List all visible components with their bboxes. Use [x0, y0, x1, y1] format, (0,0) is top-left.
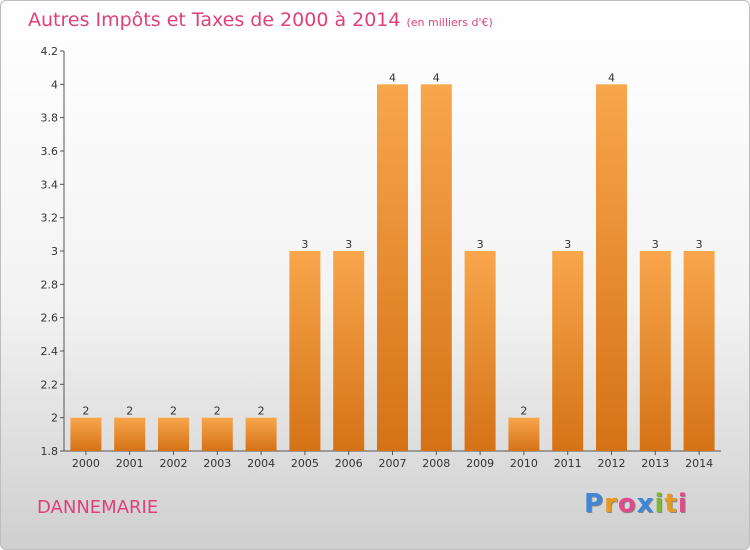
y-tick-label: 2.8 — [41, 278, 59, 291]
logo-letter: o — [617, 489, 637, 519]
data-labels: 2 2 2 2 2 3 3 4 4 3 2 3 4 3 3 — [82, 71, 702, 417]
bar — [639, 251, 671, 451]
data-label: 2 — [214, 405, 221, 418]
logo-letter: x — [636, 489, 655, 519]
bar — [201, 417, 233, 451]
y-tick-label: 2.6 — [41, 312, 59, 325]
data-label: 4 — [608, 71, 615, 84]
data-label: 3 — [652, 238, 659, 251]
data-label: 2 — [82, 405, 89, 418]
logo-letter: P — [584, 489, 605, 519]
proxiti-logo: Proxiti — [584, 489, 688, 519]
chart-unit: (en milliers d'€) — [406, 16, 493, 29]
bar — [464, 251, 496, 451]
bar — [114, 417, 146, 451]
x-tick-label: 2010 — [510, 457, 538, 470]
bar — [377, 84, 408, 451]
x-tick-label: 2008 — [422, 457, 450, 470]
y-tick-label: 4.2 — [41, 45, 59, 58]
x-tick-label: 2000 — [72, 457, 100, 470]
x-tick-label: 2007 — [379, 457, 407, 470]
bar — [683, 251, 715, 451]
y-tick-label: 3.4 — [41, 178, 59, 191]
x-tick-label: 2004 — [247, 457, 275, 470]
data-label: 4 — [389, 71, 396, 84]
logo-letter: r — [604, 489, 618, 519]
x-tick-label: 2005 — [291, 457, 319, 470]
data-label: 3 — [477, 238, 484, 251]
y-tick-label: 3 — [51, 245, 58, 258]
y-tick-label: 4 — [51, 78, 58, 91]
data-label: 2 — [170, 405, 177, 418]
y-tick-label: 1.8 — [41, 445, 59, 458]
y-tick-label: 2.4 — [41, 345, 59, 358]
chart-title-text: Autres Impôts et Taxes de 2000 à 2014 — [28, 9, 401, 31]
y-tick-label: 3.8 — [41, 112, 59, 125]
y-tick-label: 2 — [51, 412, 58, 425]
logo-letter: i — [654, 489, 665, 519]
bar — [420, 84, 452, 451]
data-label: 2 — [258, 405, 265, 418]
x-tick-label: 2009 — [466, 457, 494, 470]
bar — [289, 251, 321, 451]
bar — [596, 84, 627, 451]
x-tick-label: 2006 — [335, 457, 363, 470]
y-tick-label: 3.2 — [41, 212, 59, 225]
y-tick-label: 3.6 — [41, 145, 59, 158]
bar — [333, 251, 365, 451]
x-tick-label: 2012 — [598, 457, 626, 470]
logo-letter: t — [664, 489, 678, 519]
chart-title: Autres Impôts et Taxes de 2000 à 2014 (en… — [28, 9, 493, 31]
x-tick-label: 2003 — [203, 457, 231, 470]
x-tick-label: 2002 — [160, 457, 188, 470]
data-label: 3 — [345, 238, 352, 251]
data-label: 3 — [564, 238, 571, 251]
bar — [158, 417, 189, 451]
data-label: 2 — [520, 405, 527, 418]
bar — [552, 251, 584, 451]
data-label: 2 — [126, 405, 133, 418]
data-label: 3 — [696, 238, 703, 251]
bar — [508, 417, 540, 451]
x-tick-label: 2013 — [641, 457, 669, 470]
y-tick-label: 2.2 — [41, 378, 59, 391]
bar — [245, 417, 277, 451]
x-tick-label: 2001 — [116, 457, 144, 470]
bars — [70, 84, 715, 451]
town-name: DANNEMARIE — [37, 497, 159, 518]
data-label: 3 — [301, 238, 308, 251]
bar — [70, 417, 102, 451]
x-tick-label: 2014 — [685, 457, 713, 470]
x-tick-label: 2011 — [554, 457, 582, 470]
logo-letter: i — [677, 489, 688, 519]
data-label: 4 — [433, 71, 440, 84]
